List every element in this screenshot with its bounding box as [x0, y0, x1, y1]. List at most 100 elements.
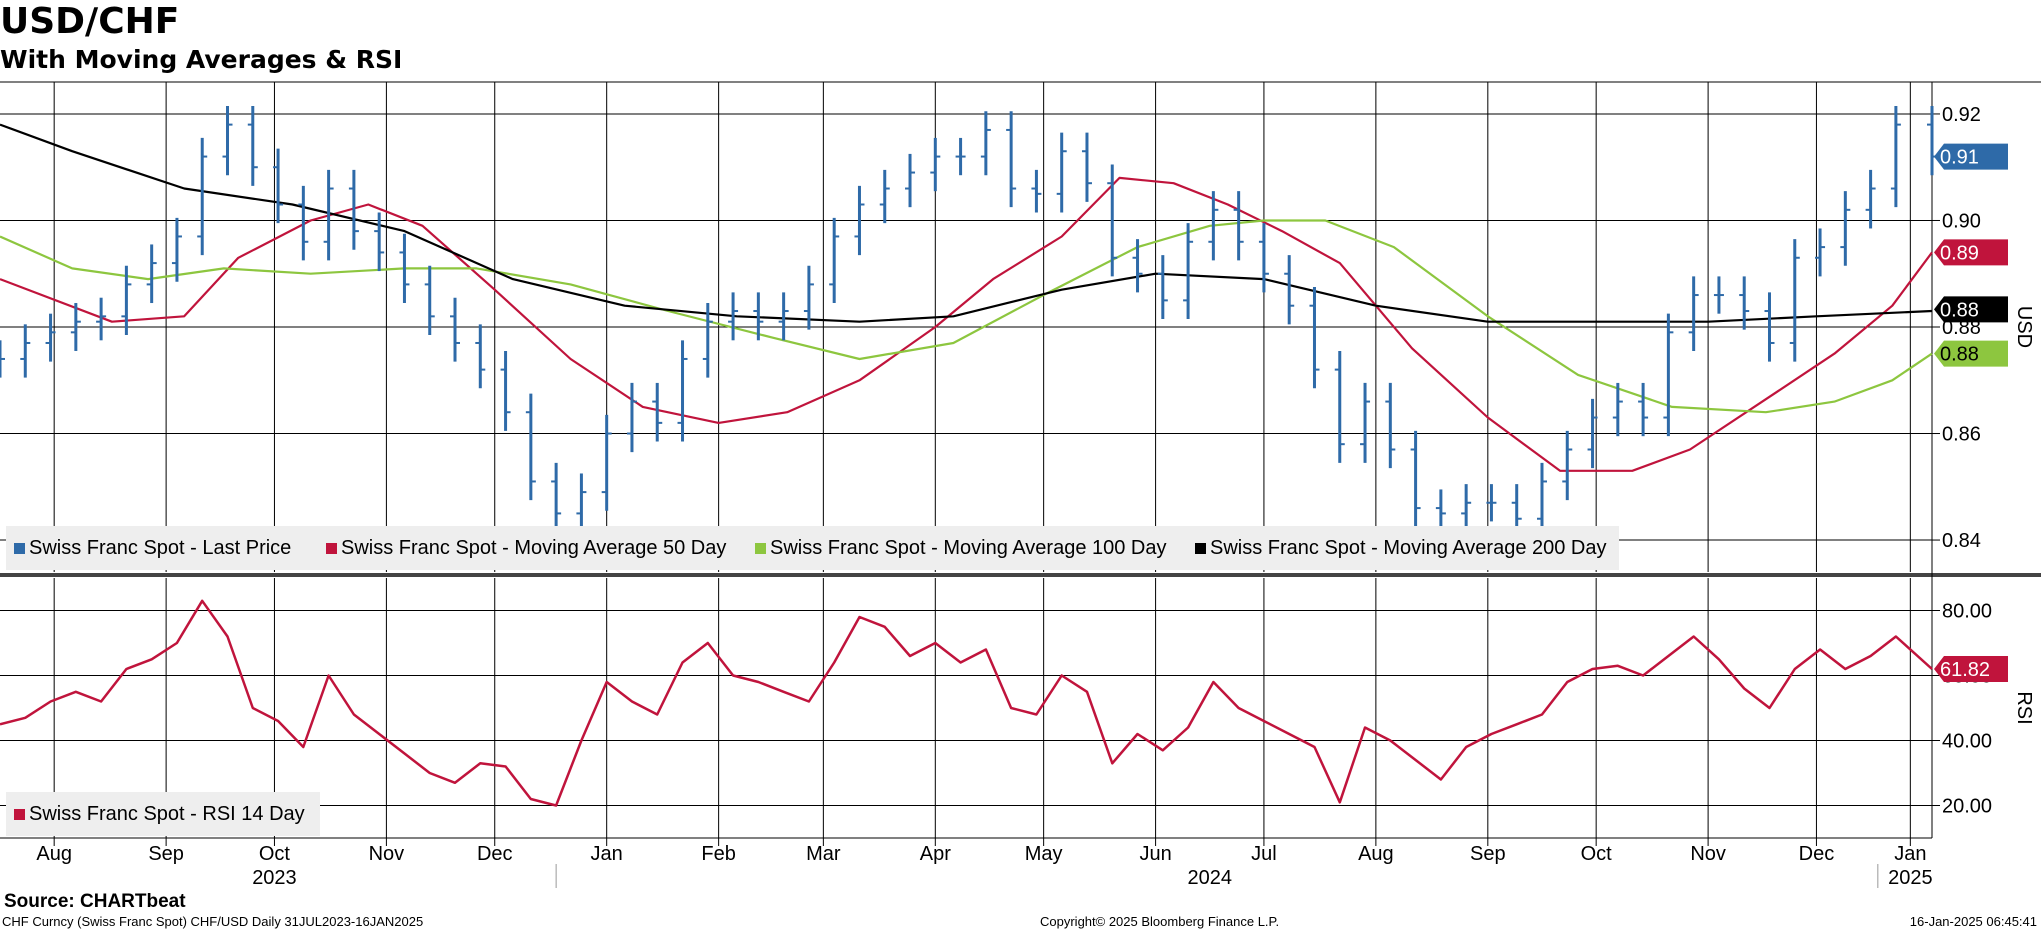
- legend-swatch-ma100: [755, 543, 766, 555]
- price-bar: [702, 303, 713, 378]
- price-bar: [854, 185, 865, 256]
- x-tick-label: Dec: [477, 843, 513, 865]
- year-label: 2023: [252, 867, 297, 889]
- price-bar: [1385, 382, 1396, 469]
- price-bar: [728, 292, 739, 341]
- x-tick-label: Sep: [148, 843, 184, 865]
- price-bar: [1107, 164, 1118, 277]
- price-bar: [1006, 111, 1017, 208]
- price-bar: [1360, 382, 1371, 463]
- price-legend: Swiss Franc Spot - Last Price Swiss Fran…: [6, 526, 1619, 570]
- legend-item-ma200: Swiss Franc Spot - Moving Average 200 Da…: [1195, 526, 1606, 570]
- price-bar: [45, 313, 56, 362]
- legend-item-last-price: Swiss Franc Spot - Last Price: [14, 526, 291, 570]
- x-tick-label: May: [1025, 843, 1063, 865]
- rsi-legend: Swiss Franc Spot - RSI 14 Day: [6, 792, 320, 836]
- price-bar: [1284, 255, 1295, 325]
- ma200-tag-bg: [1934, 296, 2008, 323]
- ma50-tag-text: 0.89: [1940, 242, 1979, 264]
- rsi-ytick-label: 80.00: [1942, 601, 1992, 623]
- last-price-tag-text: 0.91: [1940, 147, 1979, 169]
- price-bar: [1612, 382, 1623, 437]
- price-bar: [778, 292, 789, 341]
- price-bar: [652, 382, 663, 442]
- rsi-tag: 61.82: [1934, 656, 2008, 682]
- x-tick-label: Mar: [806, 843, 841, 865]
- price-bar: [1208, 191, 1219, 261]
- x-tick-label: Jan: [1894, 843, 1926, 865]
- price-bar: [1890, 105, 1901, 208]
- price-bar: [829, 217, 840, 304]
- legend-swatch-last-price: [14, 543, 25, 555]
- price-bar: [1081, 132, 1092, 202]
- price-ytick-label: 0.92: [1942, 104, 1981, 126]
- price-bar: [197, 137, 208, 256]
- rsi-ytick-label: 20.00: [1942, 796, 1992, 818]
- price-bar: [879, 169, 890, 224]
- price-bar: [247, 105, 258, 186]
- footer-left: CHF Curncy (Swiss Franc Spot) CHF/USD Da…: [2, 914, 424, 929]
- price-bar: [1056, 132, 1067, 213]
- price-bar: [20, 324, 31, 378]
- ma50-line: [0, 176, 1933, 472]
- year-label: 2024: [1188, 867, 1233, 889]
- footer-center: Copyright© 2025 Bloomberg Finance L.P.: [1040, 914, 1280, 929]
- legend-swatch-ma50: [326, 543, 337, 555]
- price-bar: [121, 265, 132, 335]
- price-bar: [1536, 462, 1547, 538]
- price-bar: [525, 393, 536, 501]
- price-bar: [1789, 239, 1800, 362]
- ma50-tag: 0.89: [1934, 239, 2008, 266]
- price-bar: [1764, 292, 1775, 362]
- x-tick-label: Apr: [920, 843, 951, 865]
- ma50-tag-bg: [1934, 239, 2008, 266]
- x-tick-label: Feb: [701, 843, 735, 865]
- price-bar: [1739, 276, 1750, 330]
- price-bar: [1334, 350, 1345, 463]
- price-bar: [1815, 228, 1826, 277]
- ma200-line: [0, 123, 1933, 323]
- price-bar: [1713, 276, 1724, 314]
- price-ytick-label: 0.84: [1942, 530, 1981, 552]
- price-bar: [273, 148, 284, 224]
- price-ytick-label: 0.86: [1942, 424, 1981, 446]
- source-label: Source: CHARTbeat: [4, 891, 186, 912]
- price-bar: [1157, 255, 1168, 320]
- price-bar: [930, 137, 941, 192]
- ma200-tag-text: 0.88: [1940, 299, 1979, 321]
- price-bar: [1258, 223, 1269, 293]
- price-bar: [677, 340, 688, 442]
- ma100-tag-text: 0.88: [1940, 344, 1979, 366]
- rsi-axis-title: RSI: [2013, 691, 2035, 724]
- price-bar: [1183, 223, 1194, 320]
- price-bar: [1435, 489, 1446, 533]
- price-bar: [1461, 484, 1472, 533]
- x-tick-label: Jan: [591, 843, 623, 865]
- price-bar: [0, 340, 5, 378]
- price-bar: [1638, 382, 1649, 437]
- price-bar: [803, 265, 814, 330]
- price-bar: [905, 153, 916, 208]
- price-bar: [1486, 484, 1497, 522]
- rsi-ytick-label: 40.00: [1942, 731, 1992, 753]
- x-tick-label: Jun: [1139, 843, 1171, 865]
- price-bar: [1840, 191, 1851, 266]
- year-label: 2025: [1888, 867, 1933, 889]
- last-price-tag-bg: [1934, 143, 2008, 170]
- x-tick-label: Nov: [1690, 843, 1726, 865]
- legend-label-ma200: Swiss Franc Spot - Moving Average 200 Da…: [1210, 537, 1607, 559]
- price-bar: [96, 297, 107, 341]
- price-bar: [1562, 430, 1573, 501]
- price-bar: [551, 462, 562, 533]
- price-bar: [1927, 105, 1937, 176]
- price-bar: [171, 217, 182, 282]
- x-tick-label: Nov: [369, 843, 405, 865]
- legend-item-ma100: Swiss Franc Spot - Moving Average 100 Da…: [755, 526, 1166, 570]
- x-tick-label: Aug: [36, 843, 72, 865]
- price-bar: [955, 137, 966, 176]
- price-bar: [601, 414, 612, 511]
- ma100-tag-bg: [1934, 340, 2008, 367]
- price-ytick-label: 0.90: [1942, 210, 1981, 232]
- ma200-tag: 0.88: [1934, 296, 2008, 323]
- price-bar: [424, 265, 435, 335]
